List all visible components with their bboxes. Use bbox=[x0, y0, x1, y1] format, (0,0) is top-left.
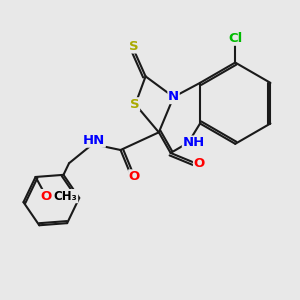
Text: S: S bbox=[130, 98, 140, 111]
Text: S: S bbox=[129, 40, 139, 53]
Text: O: O bbox=[194, 157, 205, 170]
Text: N: N bbox=[168, 91, 179, 103]
Text: Cl: Cl bbox=[228, 32, 242, 45]
Text: O: O bbox=[40, 190, 52, 202]
Text: O: O bbox=[129, 170, 140, 183]
Text: NH: NH bbox=[182, 136, 205, 149]
Text: CH₃: CH₃ bbox=[54, 190, 78, 202]
Text: HN: HN bbox=[83, 134, 105, 147]
Text: Cl: Cl bbox=[228, 32, 242, 45]
